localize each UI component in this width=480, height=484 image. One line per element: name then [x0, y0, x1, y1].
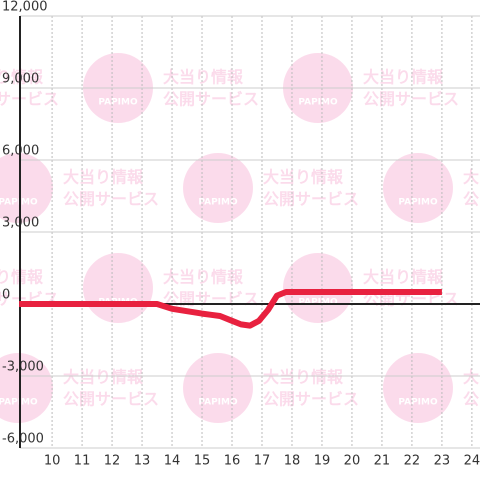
watermark-logo — [183, 153, 253, 223]
watermark-text: 大当り情報 — [263, 368, 344, 387]
watermark-logo-text: PAPIMO — [0, 398, 38, 408]
watermark-text: 大当り情報 — [0, 68, 44, 87]
watermark-text: 公開サービス — [263, 390, 359, 409]
watermark-text: 大当り情報 — [263, 168, 344, 187]
data-line — [19, 289, 442, 329]
x-tick-label: 16 — [224, 454, 241, 469]
watermark-text: 公開サービス — [0, 90, 59, 109]
x-tick-label: 23 — [434, 454, 451, 469]
watermark-logo-text: PAPIMO — [198, 398, 238, 408]
x-tick-label: 22 — [404, 454, 421, 469]
watermark-logo-text: PAPIMO — [298, 98, 338, 108]
watermark-text: 公開サービス — [263, 190, 359, 209]
y-tick-label: 12,000 — [2, 0, 48, 15]
watermark-text: 公開サービス — [463, 190, 480, 209]
watermark-text: 大当り情報 — [63, 368, 144, 387]
watermark-logo-text: PAPIMO — [98, 98, 138, 108]
x-tick-label: 15 — [194, 454, 211, 469]
watermark-text: 公開サービス — [163, 90, 259, 109]
watermark-logo-text: PAPIMO — [198, 198, 238, 208]
y-tick-label: 0 — [2, 288, 10, 303]
watermark-text: 公開サービス — [63, 190, 159, 209]
watermark-logo — [0, 153, 53, 223]
x-tick-label: 17 — [254, 454, 271, 469]
watermark-text: 大当り情報 — [163, 68, 244, 87]
x-tick-label: 11 — [74, 454, 91, 469]
x-tick-label: 18 — [284, 454, 301, 469]
watermark-logo-text: PAPIMO — [298, 298, 338, 308]
watermark-logo — [283, 253, 353, 323]
watermark-logo — [0, 353, 53, 423]
x-tick-label: 21 — [374, 454, 391, 469]
watermark-logo — [383, 353, 453, 423]
watermark-text: 公開サービス — [463, 390, 480, 409]
x-tick-label: 14 — [164, 454, 181, 469]
watermark-logo — [383, 153, 453, 223]
x-tick-label: 13 — [134, 454, 151, 469]
watermark-text: 大当り情報 — [163, 268, 244, 287]
y-tick-label: -6,000 — [2, 432, 44, 447]
x-tick-label: 10 — [44, 454, 61, 469]
watermark-logo-text: PAPIMO — [398, 198, 438, 208]
watermark-text: 大当り情報 — [363, 268, 444, 287]
watermark: PAPIMO大当り情報公開サービスPAPIMO大当り情報公開サービスPAPIMO… — [0, 53, 480, 423]
y-tick-label: -3,000 — [2, 360, 44, 375]
watermark-text: 大当り情報 — [363, 68, 444, 87]
watermark-text: 公開サービス — [63, 390, 159, 409]
x-tick-label: 19 — [314, 454, 331, 469]
watermark-text: 公開サービス — [163, 290, 259, 309]
x-tick-label: 12 — [104, 454, 121, 469]
watermark-text: 公開サービス — [363, 90, 459, 109]
watermark-logo — [183, 353, 253, 423]
x-tick-label: 24 — [464, 454, 480, 469]
watermark-text: 大当り情報 — [0, 268, 44, 287]
watermark-logo-text: PAPIMO — [0, 198, 38, 208]
watermark-text: 大当り情報 — [63, 168, 144, 187]
x-tick-label: 20 — [344, 454, 361, 469]
watermark-logo-text: PAPIMO — [398, 398, 438, 408]
